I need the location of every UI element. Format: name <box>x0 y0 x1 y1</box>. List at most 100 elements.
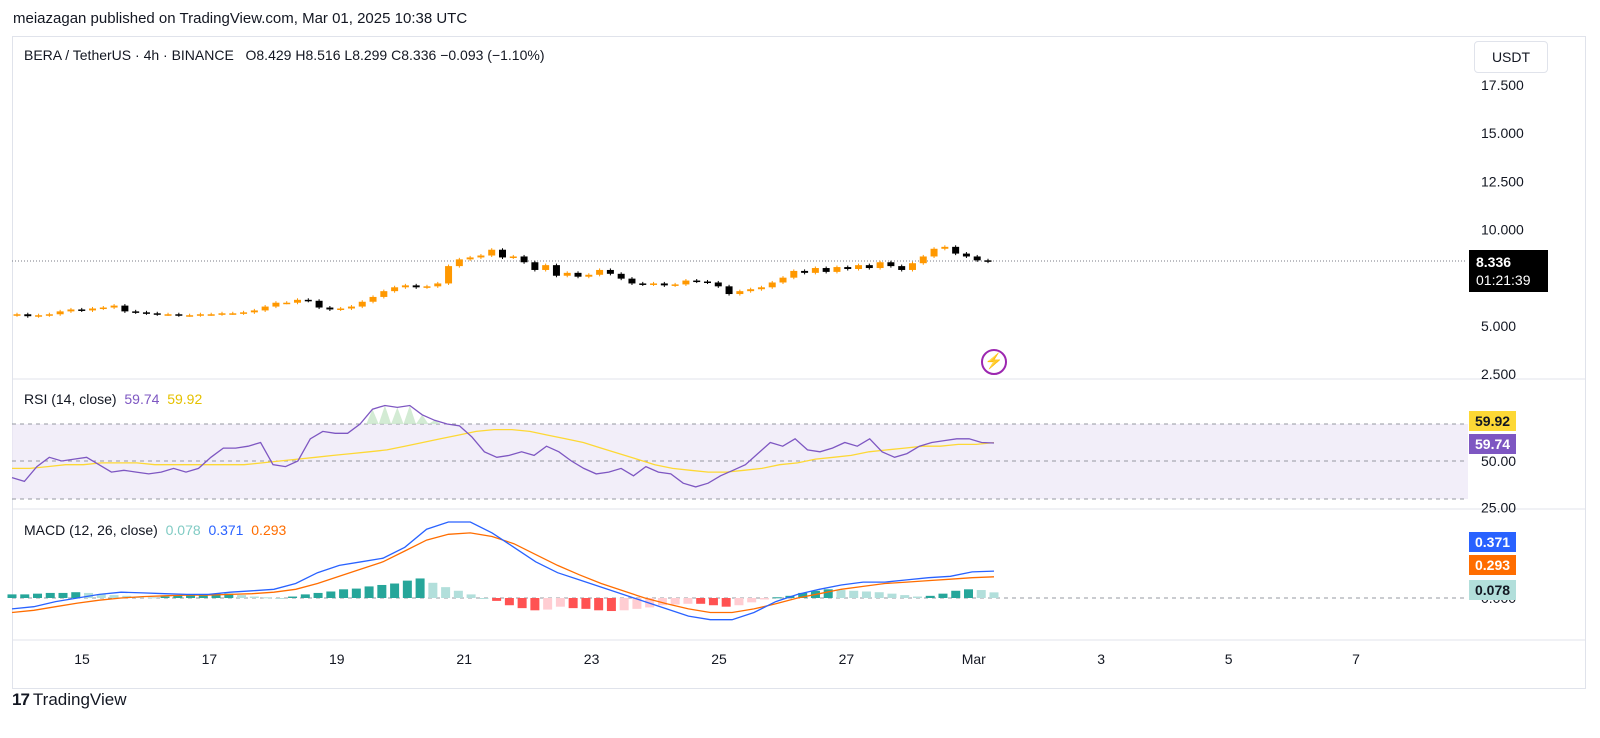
time-axis[interactable]: 15 17 19 21 23 25 27 Mar 3 5 7 <box>74 651 1360 667</box>
bar-countdown: 01:21:39 <box>1476 272 1531 288</box>
candle-body <box>499 249 506 258</box>
high-value: 8.516 <box>305 47 341 63</box>
lightning-icon[interactable]: ⚡ <box>981 349 1007 375</box>
candle-body <box>218 313 226 315</box>
time-tick-label: 19 <box>329 651 345 667</box>
currency-button[interactable]: USDT <box>1474 41 1548 73</box>
candle-body <box>229 313 237 315</box>
candle-body <box>153 313 161 315</box>
price-tick-label: 15.000 <box>1481 125 1524 141</box>
candle-body <box>617 273 625 279</box>
macd-hist-bar <box>160 596 170 598</box>
macd-hist-bar <box>20 594 30 598</box>
macd-hist-bar <box>377 584 387 598</box>
macd-hist-bar <box>122 595 132 598</box>
rsi-legend[interactable]: RSI (14, close) 59.74 59.92 <box>24 391 202 407</box>
candle-body <box>142 312 150 314</box>
candle-body <box>714 282 722 287</box>
rsi-line <box>11 404 995 488</box>
open-label: O <box>245 47 257 63</box>
macd-hist-bar <box>670 598 680 605</box>
time-tick-label: 15 <box>74 651 90 667</box>
macd-hist-bar <box>721 598 731 607</box>
macd-hist-bar <box>874 592 884 598</box>
candle-body <box>865 265 873 269</box>
candle-body <box>811 268 819 273</box>
symbol-title[interactable]: BERA / TetherUS · 4h · BINANCE <box>24 47 234 63</box>
candle-body <box>24 314 32 317</box>
rsi-ma-badge: 59.92 <box>1469 411 1517 431</box>
macd-hist-bar <box>657 598 667 606</box>
macd-line-value: 0.371 <box>208 522 244 538</box>
candle-body <box>563 272 571 276</box>
candle-body <box>682 280 690 285</box>
candle-body <box>89 308 97 311</box>
chart-frame[interactable] <box>12 36 1586 689</box>
open-value: 8.429 <box>256 47 292 63</box>
candle-body <box>250 310 258 313</box>
macd-signal-badge: 0.293 <box>1469 555 1517 575</box>
candle-body <box>509 256 517 258</box>
macd-hist-bar <box>428 582 438 598</box>
candle-body <box>164 314 172 316</box>
candle-body <box>99 307 107 310</box>
candle-body <box>650 283 658 285</box>
macd-hist-bar <box>288 596 298 598</box>
candle-body <box>56 311 64 315</box>
macd-hist-bar <box>938 593 948 598</box>
candle-body <box>369 296 377 302</box>
candle-body <box>757 287 765 290</box>
macd-hist-bar <box>84 592 94 598</box>
macd-hist-bar <box>237 595 247 598</box>
time-tick-label: 5 <box>1225 651 1233 667</box>
candle-body <box>35 315 43 317</box>
candle-body <box>488 249 496 256</box>
rsi-ma-line <box>12 428 995 473</box>
price-tick-label: 17.500 <box>1481 77 1524 93</box>
candle-body <box>898 266 906 270</box>
candle-body <box>876 262 884 269</box>
change-value: −0.093 (−1.10%) <box>440 47 545 63</box>
candle-body <box>272 302 280 307</box>
rsi-ma-value: 59.92 <box>167 391 203 407</box>
candle-body <box>132 311 140 313</box>
candle-body <box>412 285 420 288</box>
price-tick-label: 10.000 <box>1481 222 1524 238</box>
candle-body <box>283 302 291 305</box>
symbol-legend[interactable]: BERA / TetherUS · 4h · BINANCE O8.429 H8… <box>24 47 544 63</box>
macd-hist-bar <box>747 598 757 603</box>
macd-hist-bar <box>275 598 285 599</box>
macd-hist-bar <box>33 593 43 598</box>
candle-body <box>887 262 895 267</box>
macd-legend[interactable]: MACD (12, 26, close) 0.078 0.371 0.293 <box>24 522 286 538</box>
macd-hist-bar <box>96 594 106 598</box>
rsi-badge: 59.74 <box>1469 434 1517 454</box>
candle-body <box>801 270 809 273</box>
macd-hist-bar <box>696 598 706 604</box>
macd-hist-bar <box>479 598 489 599</box>
macd-hist-bar <box>71 592 81 598</box>
candle-body <box>855 265 863 269</box>
candle-body <box>574 272 582 277</box>
macd-hist-bar <box>759 598 769 600</box>
macd-label[interactable]: MACD (12, 26, close) <box>24 522 158 538</box>
rsi-axis[interactable]: 50.00 25.00 <box>1481 453 1516 515</box>
candle-body <box>466 257 474 260</box>
candle-body <box>747 289 755 292</box>
candle-body <box>725 286 733 295</box>
macd-hist-bar <box>798 592 808 598</box>
price-axis[interactable]: 17.500 15.000 12.500 10.000 5.000 2.500 <box>1481 77 1524 382</box>
candle-body <box>380 291 388 297</box>
rsi-tick-label: 25.00 <box>1481 499 1516 515</box>
macd-hist-bar <box>568 598 578 609</box>
tradingview-logo[interactable]: 17 TradingView <box>12 690 126 710</box>
candles <box>13 245 992 318</box>
macd-hist-bar <box>887 593 897 598</box>
time-tick-label: 27 <box>839 651 855 667</box>
price-tick-label: 12.500 <box>1481 173 1524 189</box>
macd-line <box>11 521 995 621</box>
rsi-label[interactable]: RSI (14, close) <box>24 391 117 407</box>
rsi-overbought-fill <box>366 405 441 424</box>
macd-hist-bar <box>492 598 502 601</box>
